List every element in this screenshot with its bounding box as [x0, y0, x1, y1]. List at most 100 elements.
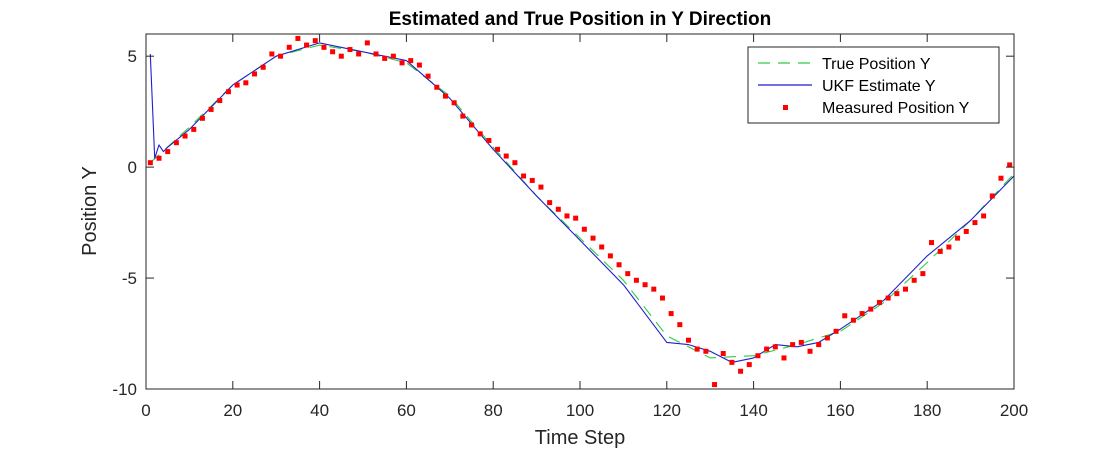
data-point-measured-position-y: [590, 235, 596, 241]
y-tick-label: -10: [112, 380, 137, 399]
data-point-measured-position-y: [199, 115, 205, 121]
data-point-measured-position-y: [408, 58, 414, 64]
data-point-measured-position-y: [191, 126, 197, 132]
data-point-measured-position-y: [269, 51, 275, 57]
data-point-measured-position-y: [173, 140, 179, 146]
data-point-measured-position-y: [842, 313, 848, 319]
data-point-measured-position-y: [460, 113, 466, 119]
data-point-measured-position-y: [252, 71, 257, 77]
legend: True Position Y UKF Estimate Y Measured …: [747, 46, 1000, 124]
x-tick-label: 200: [1000, 401, 1028, 420]
y-axis-label: Position Y: [79, 166, 101, 256]
data-point-measured-position-y: [495, 146, 501, 152]
data-point-measured-position-y: [816, 342, 822, 348]
x-axis-label: Time Step: [535, 427, 625, 449]
data-point-measured-position-y: [764, 346, 770, 352]
chart-title: Estimated and True Position in Y Directi…: [389, 9, 772, 30]
data-point-measured-position-y: [833, 328, 839, 334]
data-point-measured-position-y: [321, 44, 327, 50]
data-point-measured-position-y: [729, 359, 735, 365]
data-point-measured-position-y: [547, 200, 553, 206]
legend-label-ukf-estimate: UKF Estimate Y: [822, 78, 936, 95]
y-tick-label: 5: [128, 47, 137, 66]
data-point-measured-position-y: [738, 368, 744, 374]
x-tick-label: 160: [826, 401, 854, 420]
data-point-measured-position-y: [330, 49, 336, 55]
data-point-measured-position-y: [720, 351, 726, 356]
data-point-measured-position-y: [521, 173, 527, 179]
data-point-measured-position-y: [538, 184, 544, 190]
data-point-measured-position-y: [434, 84, 440, 90]
data-point-measured-position-y: [712, 382, 718, 388]
data-point-measured-position-y: [373, 51, 379, 57]
data-point-measured-position-y: [859, 311, 865, 317]
data-point-measured-position-y: [312, 38, 318, 44]
data-point-measured-position-y: [573, 215, 579, 221]
data-point-measured-position-y: [182, 133, 188, 139]
data-point-measured-position-y: [425, 73, 431, 79]
data-point-measured-position-y: [998, 175, 1004, 181]
data-point-measured-position-y: [607, 253, 613, 259]
x-tick-label: 40: [310, 401, 329, 420]
data-point-measured-position-y: [208, 106, 214, 112]
x-tick-label: 100: [566, 401, 594, 420]
data-point-measured-position-y: [651, 286, 657, 292]
data-point-measured-position-y: [564, 213, 570, 219]
data-point-measured-position-y: [1007, 162, 1013, 168]
data-point-measured-position-y: [503, 153, 509, 159]
data-point-measured-position-y: [217, 98, 223, 104]
legend-swatch-measured-position: [783, 105, 788, 110]
data-point-measured-position-y: [286, 44, 292, 50]
x-tick-label: 180: [913, 401, 941, 420]
data-point-measured-position-y: [486, 138, 492, 143]
data-point-measured-position-y: [781, 355, 787, 361]
data-point-measured-position-y: [903, 286, 908, 292]
data-point-measured-position-y: [469, 122, 474, 128]
data-point-measured-position-y: [555, 206, 561, 212]
data-point-measured-position-y: [156, 155, 162, 161]
data-point-measured-position-y: [885, 295, 891, 301]
data-point-measured-position-y: [399, 60, 405, 66]
data-point-measured-position-y: [920, 271, 926, 277]
data-point-measured-position-y: [338, 53, 344, 59]
data-point-measured-position-y: [225, 89, 231, 95]
data-point-measured-position-y: [929, 240, 935, 246]
data-point-measured-position-y: [295, 35, 301, 41]
data-point-measured-position-y: [790, 342, 796, 348]
data-point-measured-position-y: [677, 322, 683, 328]
ticks-layer: 0 20 40 60 80 100 120 140 160 180 200 -10 -5 0 5: [112, 34, 1028, 420]
y-tick-label: -5: [122, 269, 137, 288]
data-point-measured-position-y: [581, 226, 587, 232]
x-tick-label: 60: [397, 401, 416, 420]
data-point-measured-position-y: [390, 53, 396, 59]
data-point-measured-position-y: [529, 177, 535, 183]
data-point-measured-position-y: [824, 335, 830, 341]
legend-label-true-position: True Position Y: [822, 56, 931, 73]
data-point-measured-position-y: [416, 62, 422, 68]
data-point-measured-position-y: [616, 262, 622, 268]
x-tick-label: 120: [653, 401, 681, 420]
data-point-measured-position-y: [772, 344, 778, 350]
data-point-measured-position-y: [937, 248, 943, 254]
data-point-measured-position-y: [868, 306, 874, 312]
data-point-measured-position-y: [894, 291, 900, 297]
series-layer: [147, 35, 1015, 388]
data-point-measured-position-y: [356, 51, 362, 57]
data-point-measured-position-y: [694, 346, 700, 352]
data-point-measured-position-y: [234, 82, 240, 88]
data-point-measured-position-y: [668, 311, 674, 317]
data-point-measured-position-y: [876, 299, 882, 305]
data-point-measured-position-y: [981, 213, 987, 219]
x-tick-label: 0: [141, 401, 150, 420]
data-point-measured-position-y: [972, 220, 978, 226]
data-point-measured-position-y: [147, 160, 153, 166]
data-point-measured-position-y: [442, 93, 448, 99]
data-point-measured-position-y: [477, 131, 483, 137]
data-point-measured-position-y: [686, 337, 691, 343]
data-point-measured-position-y: [746, 362, 752, 368]
data-point-measured-position-y: [911, 277, 917, 283]
data-point-measured-position-y: [633, 277, 639, 283]
data-point-measured-position-y: [946, 244, 952, 250]
data-point-measured-position-y: [512, 160, 518, 166]
